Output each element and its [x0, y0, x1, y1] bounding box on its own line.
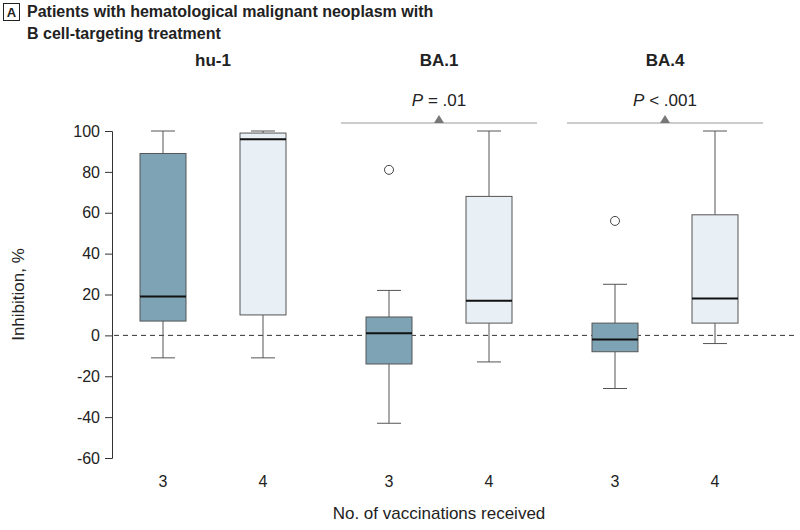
- group-label: BA.1: [420, 51, 459, 70]
- whisker-high: [163, 131, 164, 153]
- box: [240, 131, 286, 358]
- whisker-cap-high: [603, 284, 627, 285]
- y-tick: 80: [82, 163, 112, 180]
- x-tick-label: 3: [611, 473, 620, 490]
- comparison-marker: [434, 115, 444, 123]
- whisker-high: [715, 131, 716, 215]
- whisker-cap-high: [703, 131, 727, 132]
- plot-area: [114, 131, 795, 423]
- whisker-high: [489, 131, 490, 196]
- y-tick-mark: [105, 417, 112, 418]
- y-tick-mark: [105, 335, 112, 336]
- median: [140, 296, 186, 298]
- median: [240, 138, 286, 140]
- median: [466, 300, 512, 302]
- y-tick-mark: [105, 295, 112, 296]
- whisker-low: [615, 352, 616, 389]
- whisker-low: [389, 364, 390, 423]
- panel-label-box: [4, 4, 20, 21]
- panel-label: A: [7, 5, 17, 20]
- x-tick-label: 4: [259, 473, 268, 490]
- whisker-low: [715, 323, 716, 343]
- y-tick-mark: [105, 254, 112, 255]
- y-tick-label: 20: [82, 286, 100, 303]
- y-tick-label: 100: [73, 123, 100, 140]
- whisker-low: [489, 323, 490, 362]
- y-tick-label: -60: [77, 450, 100, 467]
- whisker-cap-low: [251, 357, 275, 358]
- box-body: [592, 323, 638, 352]
- whisker-cap-high: [477, 131, 501, 132]
- whisker-cap-low: [477, 361, 501, 362]
- x-axis-title: No. of vaccinations received: [333, 504, 546, 523]
- title: B cell-targeting treatment: [27, 25, 221, 42]
- whisker-high: [615, 284, 616, 323]
- y-tick: 20: [82, 286, 112, 303]
- x-tick-label: 4: [711, 473, 720, 490]
- box-body: [240, 133, 286, 315]
- y-tick: 0: [91, 327, 112, 344]
- p-value: P = .01: [412, 91, 466, 110]
- median: [592, 338, 638, 340]
- y-tick-label: 0: [91, 327, 100, 344]
- whisker-low: [263, 315, 264, 358]
- y-tick: 100: [73, 123, 112, 140]
- x-tick-label: 4: [485, 473, 494, 490]
- y-tick: -20: [77, 368, 112, 385]
- whisker-cap-high: [151, 131, 175, 132]
- y-tick-mark: [105, 458, 112, 459]
- box: [366, 165, 412, 423]
- title: Patients with hematological malignant ne…: [27, 3, 433, 20]
- outlier: [611, 216, 620, 225]
- box: [140, 131, 186, 358]
- y-tick: -60: [77, 450, 112, 467]
- y-tick-mark: [105, 376, 112, 377]
- y-tick-label: 40: [82, 245, 100, 262]
- whisker-high: [389, 290, 390, 317]
- whisker-cap-low: [151, 357, 175, 358]
- median: [366, 332, 412, 334]
- y-tick-mark: [105, 213, 112, 214]
- box-body: [140, 153, 186, 321]
- median: [692, 298, 738, 300]
- y-axis-title: Inhibition, %: [9, 248, 28, 341]
- y-tick: 60: [82, 204, 112, 221]
- y-tick-mark: [105, 131, 112, 132]
- chart: A Patients with hematological malignant n…: [0, 0, 800, 530]
- box-body: [692, 215, 738, 323]
- y-tick-label: 80: [82, 163, 100, 180]
- box: [692, 131, 738, 344]
- y-axis: -60 -40 -20 0 20 40 60 80 100: [73, 123, 112, 467]
- p-value: P < .001: [633, 91, 697, 110]
- y-axis-line: [105, 132, 113, 459]
- whisker-cap-high: [251, 131, 275, 132]
- y-tick-mark: [105, 172, 112, 173]
- group-label: BA.4: [646, 51, 685, 70]
- box: [592, 216, 638, 388]
- x-tick-label: 3: [385, 473, 394, 490]
- y-tick-label: 60: [82, 204, 100, 221]
- whisker-cap-high: [377, 290, 401, 291]
- comparison-marker: [660, 115, 670, 123]
- outlier: [385, 165, 394, 174]
- y-tick-label: -20: [77, 368, 100, 385]
- y-tick: -40: [77, 409, 112, 426]
- reference-line: [114, 335, 795, 336]
- group-label: hu-1: [195, 51, 231, 70]
- box-body: [466, 196, 512, 323]
- whisker-cap-low: [377, 423, 401, 424]
- whisker-low: [163, 321, 164, 358]
- y-tick-label: -40: [77, 409, 100, 426]
- x-tick-label: 3: [159, 473, 168, 490]
- whisker-cap-low: [703, 343, 727, 344]
- y-tick: 40: [82, 245, 112, 262]
- box-body: [366, 317, 412, 364]
- whisker-cap-low: [603, 388, 627, 389]
- box: [466, 131, 512, 362]
